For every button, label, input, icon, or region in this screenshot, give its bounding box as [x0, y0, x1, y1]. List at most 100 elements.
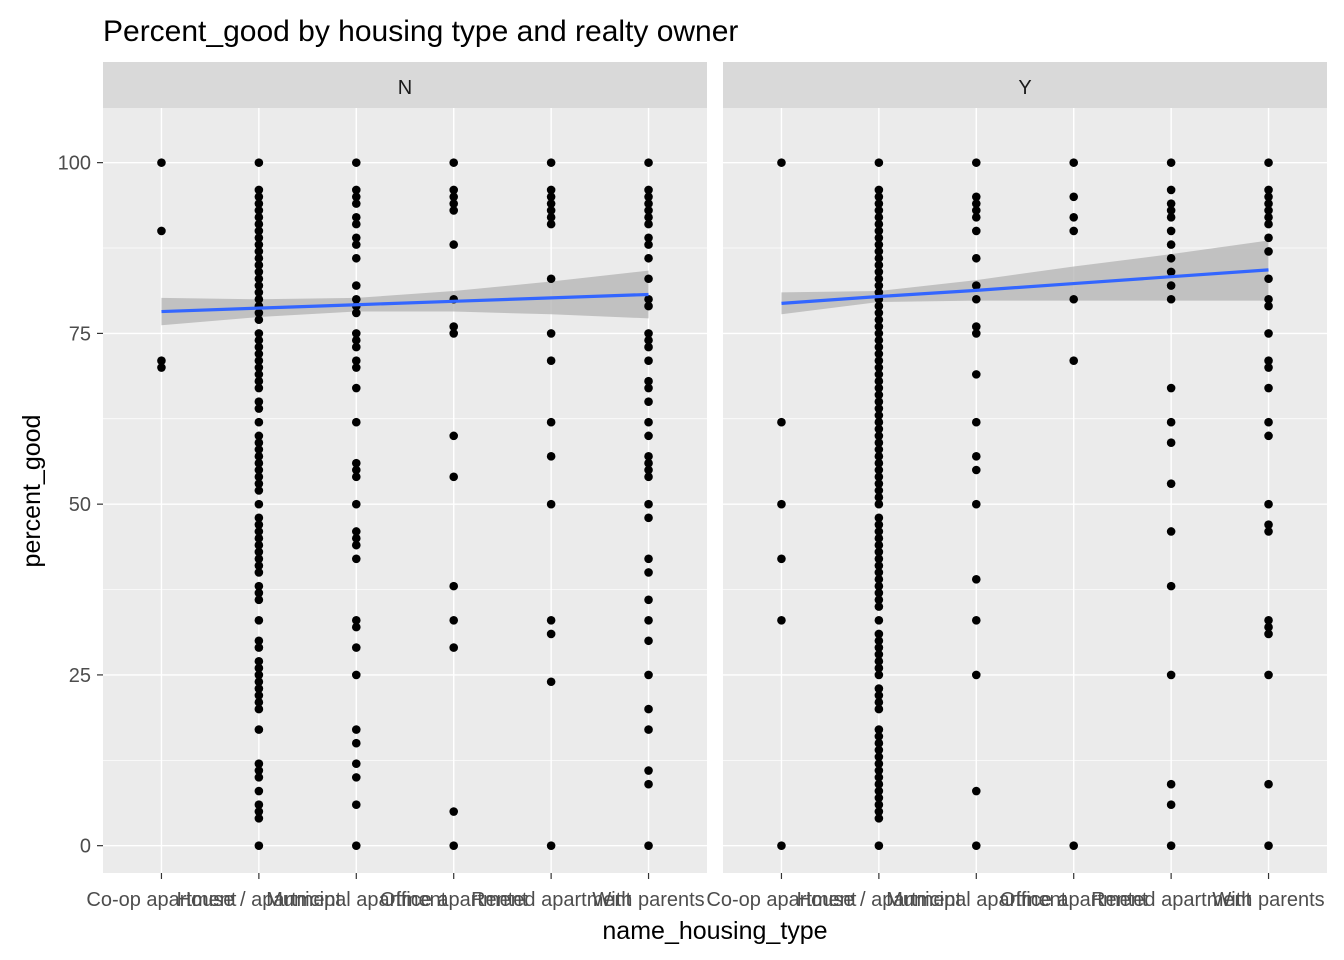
data-point: [874, 656, 884, 666]
data-point: [449, 581, 459, 591]
data-point: [1264, 383, 1273, 393]
data-point: [449, 240, 459, 249]
data-point: [874, 663, 884, 673]
data-point: [449, 643, 459, 652]
data-point: [546, 219, 556, 229]
data-point: [644, 356, 653, 366]
data-point: [971, 281, 981, 290]
data-point: [254, 185, 264, 195]
data-point: [254, 684, 264, 693]
data-point: [351, 417, 361, 427]
data-point: [874, 629, 884, 639]
data-point: [971, 574, 981, 584]
data-point: [449, 472, 459, 482]
data-point: [351, 622, 361, 632]
data-point: [254, 636, 264, 646]
data-point: [351, 643, 361, 652]
data-point: [449, 185, 459, 195]
data-point: [874, 520, 884, 529]
data-point: [1069, 841, 1079, 850]
data-point: [351, 281, 361, 290]
data-point: [254, 479, 264, 488]
data-point: [1264, 356, 1273, 366]
data-point: [254, 800, 264, 809]
data-point: [874, 322, 884, 331]
chart-title: Percent_good by housing type and realty …: [103, 15, 738, 48]
data-point: [546, 356, 556, 366]
data-point: [777, 841, 786, 850]
data-point: [874, 397, 884, 407]
data-point: [874, 486, 884, 495]
data-point: [874, 206, 884, 215]
data-point: [254, 288, 264, 297]
data-point: [254, 472, 264, 482]
data-point: [874, 452, 884, 461]
data-point: [644, 465, 653, 475]
data-point: [351, 670, 361, 680]
data-point: [874, 431, 884, 441]
data-point: [254, 581, 264, 591]
data-point: [351, 800, 361, 809]
data-point: [644, 212, 653, 222]
data-point: [1264, 219, 1273, 229]
data-point: [254, 376, 264, 386]
data-point: [644, 779, 653, 789]
data-point: [254, 615, 264, 625]
data-point: [254, 670, 264, 680]
data-point: [1264, 779, 1273, 789]
x-tick-label: Municipal apartment: [886, 889, 1067, 911]
data-point: [644, 199, 653, 208]
data-point: [644, 158, 653, 167]
data-point: [1264, 520, 1273, 529]
x-axis-title: name_housing_type: [602, 917, 827, 945]
data-point: [254, 759, 264, 769]
data-point: [254, 417, 264, 427]
data-point: [644, 294, 653, 304]
data-point: [644, 766, 653, 775]
data-point: [351, 356, 361, 366]
data-point: [1264, 527, 1273, 536]
data-point: [874, 370, 884, 379]
data-point: [254, 226, 264, 236]
data-point: [874, 745, 884, 755]
data-point: [254, 335, 264, 345]
data-point: [546, 417, 556, 427]
data-point: [254, 513, 264, 523]
data-point: [874, 841, 884, 850]
data-point: [254, 841, 264, 850]
data-point: [254, 588, 264, 598]
data-point: [351, 219, 361, 229]
data-point: [1166, 240, 1176, 249]
data-point: [254, 274, 264, 284]
data-point: [971, 199, 981, 208]
data-point: [157, 363, 166, 372]
data-point: [1264, 274, 1273, 284]
data-point: [254, 786, 264, 796]
data-point: [254, 527, 264, 536]
data-point: [254, 397, 264, 407]
data-point: [1264, 158, 1273, 167]
trend-line: [781, 268, 1269, 305]
data-point: [971, 615, 981, 625]
data-point: [157, 356, 166, 366]
data-point: [546, 677, 556, 687]
data-point: [449, 192, 459, 202]
data-point: [1264, 363, 1273, 372]
data-point: [1166, 417, 1176, 427]
data-point: [1166, 185, 1176, 195]
data-point: [254, 554, 264, 564]
confidence-band: [161, 270, 649, 326]
data-point: [254, 253, 264, 263]
data-point: [644, 513, 653, 523]
data-point: [351, 759, 361, 769]
data-point: [874, 199, 884, 208]
data-point: [254, 595, 264, 605]
data-point: [874, 773, 884, 782]
data-point: [644, 335, 653, 345]
data-point: [874, 725, 884, 734]
data-point: [644, 233, 653, 243]
data-point: [1166, 294, 1176, 304]
data-point: [546, 206, 556, 215]
data-point: [644, 397, 653, 407]
